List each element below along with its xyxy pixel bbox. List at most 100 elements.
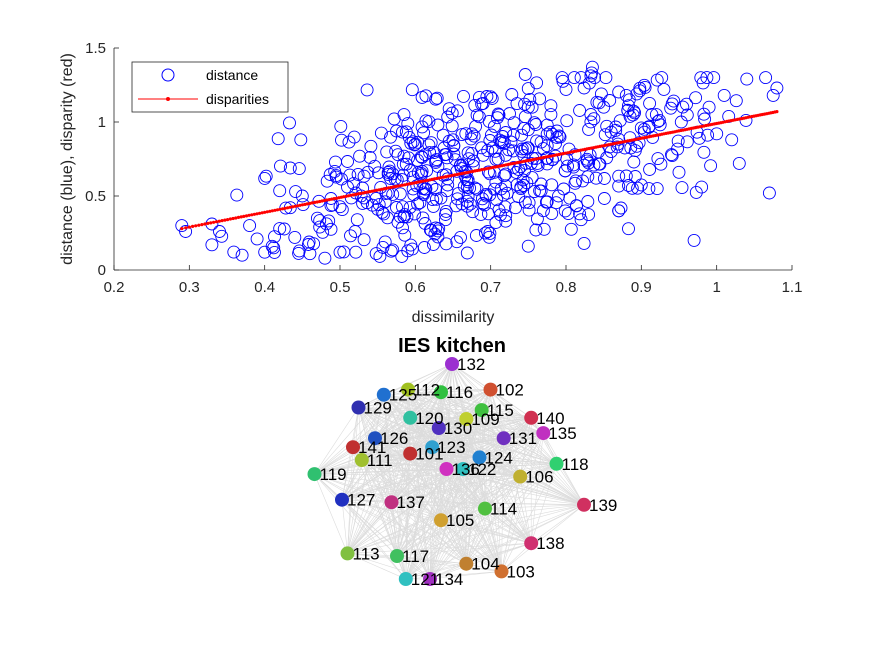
network-edge: [484, 508, 532, 544]
distance-point: [587, 112, 601, 126]
distance-point: [622, 179, 635, 192]
network-edge: [391, 502, 407, 580]
distance-point: [504, 135, 518, 149]
network-edge: [374, 432, 544, 439]
distance-point: [439, 208, 452, 221]
distance-point: [397, 108, 411, 122]
distance-point: [484, 90, 498, 104]
network-edge: [314, 473, 532, 544]
network-edge: [440, 504, 585, 521]
distance-point: [762, 186, 776, 200]
network-node-label: 113: [353, 544, 380, 563]
distance-point: [408, 207, 422, 221]
disparity-point: [318, 199, 322, 204]
network-edge: [530, 433, 544, 544]
distance-point: [559, 82, 573, 96]
x-tick-label: 0.8: [556, 279, 577, 296]
distance-point: [518, 68, 532, 81]
network-edge: [341, 447, 354, 500]
distance-point: [347, 177, 361, 191]
network-node: [524, 410, 539, 425]
network-edge: [341, 499, 348, 554]
disparity-point: [194, 224, 198, 228]
network-edge: [481, 409, 544, 434]
network-edge: [466, 432, 544, 564]
network-edge: [341, 363, 453, 500]
distance-point: [672, 165, 686, 179]
distance-point: [439, 213, 452, 227]
disparity-point: [400, 183, 404, 187]
distance-point: [451, 187, 465, 201]
disparity-point: [286, 206, 290, 210]
distance-point: [573, 104, 587, 117]
network-edge: [410, 417, 480, 458]
distance-point: [527, 116, 541, 130]
distance-point: [623, 109, 637, 123]
network-node: [472, 450, 487, 465]
y-ticks-group: 0 0.5 1 1.5: [85, 40, 119, 279]
distance-point: [406, 135, 420, 149]
distance-point: [561, 207, 575, 221]
distance-point: [431, 118, 445, 132]
distance-point: [653, 118, 667, 132]
distance-point: [475, 97, 489, 111]
disparity-point: [252, 212, 256, 216]
distance-point: [483, 226, 497, 240]
network-edge: [361, 459, 585, 506]
disparity-point: [247, 213, 251, 217]
network-edge: [374, 437, 521, 477]
network-edge: [374, 437, 486, 509]
network-node: [351, 400, 366, 415]
distance-point: [351, 167, 365, 181]
distance-point: [612, 179, 626, 193]
disparity-point: [260, 211, 264, 215]
disparity-point: [191, 224, 195, 228]
network-node: [354, 453, 369, 467]
network-node-label: 101: [415, 445, 443, 464]
distance-point: [469, 229, 483, 242]
network-edge: [358, 407, 482, 411]
distance-point: [258, 171, 272, 185]
distance-point: [692, 131, 706, 145]
network-edge: [501, 433, 544, 572]
distance-point: [582, 208, 596, 222]
disparity-point: [214, 220, 219, 224]
network-edge: [361, 446, 433, 461]
disparity-point: [305, 202, 309, 206]
disparity-point: [308, 201, 312, 205]
network-edge: [405, 563, 467, 580]
network-edge: [462, 468, 532, 544]
network-edge: [314, 446, 354, 475]
distance-point: [499, 167, 513, 181]
legend-box: [131, 61, 289, 113]
network-node-label: 135: [548, 424, 576, 443]
distance-point: [344, 191, 358, 205]
distance-point: [329, 170, 343, 184]
distance-point: [651, 115, 665, 129]
network-node-label: 114: [490, 500, 517, 519]
disparity-point: [296, 204, 300, 208]
distance-point: [525, 171, 539, 185]
distance-point: [401, 117, 415, 131]
network-edge: [341, 499, 442, 521]
network-edge: [440, 391, 585, 506]
distance-point: [417, 126, 431, 140]
distance-point: [430, 91, 444, 105]
network-edge: [396, 476, 521, 557]
distance-point: [396, 200, 409, 214]
network-edge: [374, 418, 467, 439]
network-edge: [446, 468, 585, 506]
distance-point: [450, 235, 464, 249]
network-node: [434, 513, 448, 528]
network-edge: [347, 508, 486, 554]
y-tick-label: 1.5: [85, 40, 106, 57]
distance-point: [441, 178, 455, 192]
network-edge: [314, 473, 348, 554]
distance-point: [500, 186, 514, 200]
distance-point: [432, 222, 446, 236]
distance-point: [268, 230, 281, 244]
network-edge: [481, 409, 532, 419]
disparity-point: [330, 197, 334, 201]
network-edge: [440, 463, 557, 521]
distance-point: [478, 198, 492, 212]
